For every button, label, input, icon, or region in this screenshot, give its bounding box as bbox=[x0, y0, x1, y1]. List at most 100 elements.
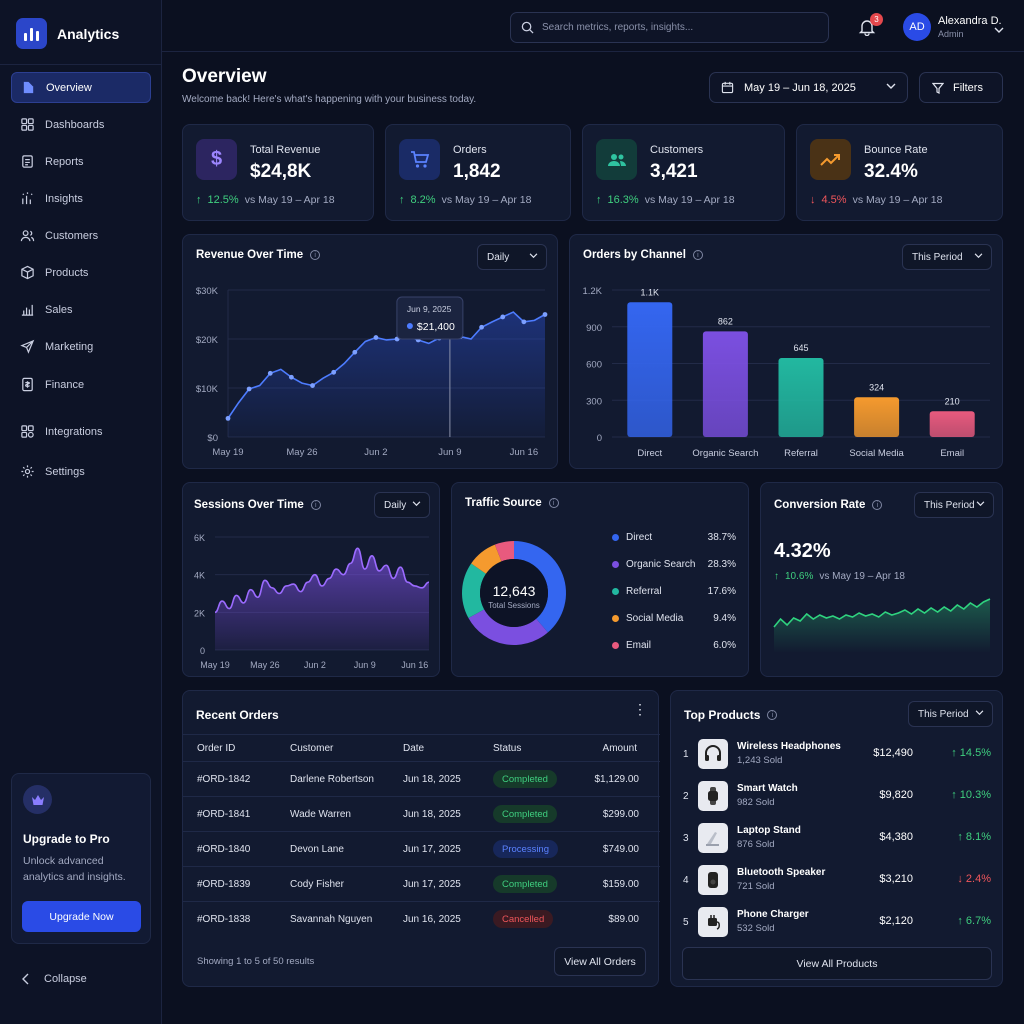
list-item[interactable]: 4 Bluetooth Speaker 721 Sold $3,210 ↓ 2.… bbox=[671, 862, 1003, 904]
table-row[interactable]: #ORD-1840 Devon Lane Jun 17, 2025 Proces… bbox=[183, 831, 660, 866]
view-all-orders-button[interactable]: View All Orders bbox=[554, 947, 646, 976]
product-rank: 4 bbox=[683, 875, 689, 886]
order-id[interactable]: #ORD-1840 bbox=[197, 844, 251, 855]
products-period-dropdown[interactable]: This Period bbox=[908, 701, 993, 727]
order-id[interactable]: #ORD-1839 bbox=[197, 879, 251, 890]
search-input[interactable] bbox=[542, 22, 812, 33]
sidebar-item-products[interactable]: Products bbox=[11, 257, 151, 288]
legend-label: Organic Search bbox=[626, 559, 696, 570]
tooltip-dot bbox=[406, 323, 413, 329]
legend-item: Organic Search 28.3% bbox=[612, 559, 736, 570]
x-tick-label: Jun 9 bbox=[354, 660, 376, 670]
card-title: Revenue Over Time i bbox=[196, 249, 321, 261]
bar-value-label: 1.1K bbox=[641, 287, 660, 297]
donut-slice-organic-search bbox=[468, 609, 548, 645]
tooltip-value: $21,400 bbox=[417, 321, 455, 333]
upgrade-text: Unlock advanced analytics and insights. bbox=[23, 855, 126, 883]
table-row[interactable]: #ORD-1841 Wade Warren Jun 18, 2025 Compl… bbox=[183, 796, 660, 831]
user-name[interactable]: Alexandra D. bbox=[938, 15, 1002, 27]
calendar-icon bbox=[721, 81, 734, 94]
upgrade-now-button[interactable]: Upgrade Now bbox=[22, 901, 141, 932]
product-delta: ↓ 2.4% bbox=[957, 873, 991, 885]
kpi-card-customers[interactable]: Customers 3,421 ↑ 16.3% vs May 19 – Apr 18 bbox=[582, 124, 785, 221]
sidebar-item-integrations[interactable]: Integrations bbox=[11, 416, 151, 447]
sidebar-item-label: Sales bbox=[45, 303, 73, 316]
sidebar-item-label: Products bbox=[45, 266, 89, 279]
search-bar[interactable] bbox=[510, 12, 829, 43]
x-tick-label: Jun 16 bbox=[510, 447, 539, 458]
sidebar-item-reports[interactable]: Reports bbox=[11, 146, 151, 177]
sidebar-item-insights[interactable]: Insights bbox=[11, 183, 151, 214]
headphones-icon bbox=[698, 739, 728, 769]
sidebar-item-settings[interactable]: Settings bbox=[11, 456, 151, 487]
status-badge: Cancelled bbox=[493, 910, 554, 928]
list-item[interactable]: 5 Phone Charger 532 Sold $2,120 ↑ 6.7% bbox=[671, 904, 1003, 946]
sidebar-item-dashboards[interactable]: Dashboards bbox=[11, 109, 151, 140]
column-header[interactable]: Amount bbox=[602, 743, 637, 754]
dollar-icon: $ bbox=[196, 139, 237, 180]
x-tick-label: Referral bbox=[784, 448, 818, 459]
conversion-line bbox=[773, 598, 991, 628]
collapse-button[interactable]: Collapse bbox=[22, 973, 87, 985]
data-point bbox=[352, 349, 358, 355]
kpi-card-revenue[interactable]: $ Total Revenue $24,8K ↑ 12.5% vs May 19 –… bbox=[182, 124, 374, 221]
table-row[interactable]: #ORD-1839 Cody Fisher Jun 17, 2025 Compl… bbox=[183, 866, 660, 901]
kpi-card-orders[interactable]: Orders 1,842 ↑ 8.2% vs May 19 – Apr 18 bbox=[385, 124, 571, 221]
list-item[interactable]: 3 Laptop Stand 876 Sold $4,380 ↑ 8.1% bbox=[671, 820, 1003, 862]
sidebar-item-finance[interactable]: Finance bbox=[11, 369, 151, 400]
column-header[interactable]: Customer bbox=[290, 743, 334, 754]
list-item[interactable]: 2 Smart Watch 982 Sold $9,820 ↑ 10.3% bbox=[671, 778, 1003, 820]
table-row[interactable]: #ORD-1838 Savannah Nguyen Jun 16, 2025 C… bbox=[183, 901, 660, 936]
kpi-value: 1,842 bbox=[453, 161, 501, 182]
kpi-label: Bounce Rate bbox=[864, 144, 928, 156]
y-tick-label: $0 bbox=[207, 433, 218, 444]
chevron-left-icon bbox=[22, 973, 29, 985]
product-sold: 532 Sold bbox=[737, 923, 775, 934]
chevron-down-icon bbox=[529, 253, 538, 259]
legend-label: Social Media bbox=[626, 613, 684, 624]
chevron-down-icon bbox=[976, 501, 985, 507]
product-name: Laptop Stand bbox=[737, 825, 801, 836]
sessions-period-dropdown[interactable]: Daily bbox=[374, 492, 430, 518]
date-range-picker[interactable]: May 19 – Jun 18, 2025 bbox=[709, 72, 908, 103]
product-sold: 982 Sold bbox=[737, 797, 775, 808]
product-revenue: $12,490 bbox=[873, 747, 913, 759]
kpi-card-bounce-rate[interactable]: Bounce Rate 32.4% ↓ 4.5% vs May 19 – Apr 1… bbox=[796, 124, 1003, 221]
avatar[interactable]: AD bbox=[903, 13, 931, 41]
sidebar-item-customers[interactable]: Customers bbox=[11, 220, 151, 251]
column-header[interactable]: Date bbox=[403, 743, 425, 754]
order-date: Jun 16, 2025 bbox=[403, 914, 461, 925]
legend-label: Email bbox=[626, 640, 652, 651]
order-id[interactable]: #ORD-1841 bbox=[197, 809, 251, 820]
conversion-period-dropdown[interactable]: This Period bbox=[914, 492, 994, 518]
revenue-period-dropdown[interactable]: Daily bbox=[477, 244, 547, 270]
channel-period-dropdown[interactable]: This Period bbox=[902, 244, 992, 270]
sessions-chart: 6K 4K 2K 0 May 19 May 26 Jun 2 Jun 9 Jun 16 bbox=[194, 533, 430, 670]
info-icon: i bbox=[767, 710, 778, 720]
table-row[interactable]: #ORD-1842 Darlene Robertson Jun 18, 2025… bbox=[183, 761, 660, 796]
data-point bbox=[246, 386, 252, 392]
sidebar-item-sales[interactable]: Sales bbox=[11, 294, 151, 325]
sidebar-item-overview[interactable]: Overview bbox=[11, 72, 151, 103]
bell-icon[interactable] bbox=[858, 18, 876, 36]
order-id[interactable]: #ORD-1842 bbox=[197, 774, 251, 785]
x-tick-label: Email bbox=[940, 448, 964, 459]
bar-value-label: 862 bbox=[718, 316, 733, 326]
view-all-products-button[interactable]: View All Products bbox=[682, 947, 992, 980]
customer-name: Devon Lane bbox=[290, 844, 344, 855]
column-header[interactable]: Status bbox=[493, 743, 522, 754]
product-sold: 721 Sold bbox=[737, 881, 775, 892]
brand[interactable]: Analytics bbox=[16, 18, 119, 49]
filters-button[interactable]: Filters bbox=[919, 72, 1003, 103]
more-options-icon[interactable]: ⋮ bbox=[633, 701, 647, 717]
sidebar-item-marketing[interactable]: Marketing bbox=[11, 331, 151, 362]
order-id[interactable]: #ORD-1838 bbox=[197, 914, 251, 925]
sidebar-item-label: Settings bbox=[45, 465, 85, 478]
column-header[interactable]: Order ID bbox=[197, 743, 236, 754]
y-tick-label: 600 bbox=[586, 360, 602, 371]
data-point bbox=[521, 319, 527, 325]
chevron-down-icon[interactable] bbox=[994, 27, 1004, 34]
speaker-icon bbox=[698, 865, 728, 895]
list-item[interactable]: 1 Wireless Headphones 1,243 Sold $12,490… bbox=[671, 736, 1003, 778]
y-tick-label: 300 bbox=[586, 396, 602, 407]
